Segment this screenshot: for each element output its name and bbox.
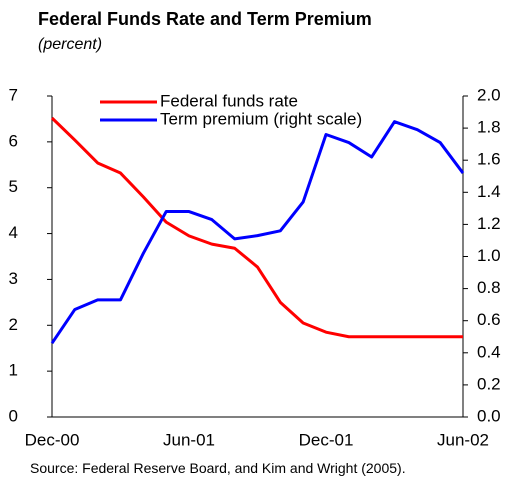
y-tick-label: 1 [9,361,18,380]
x-tick-label: Jun-02 [437,430,489,449]
legend-label: Federal funds rate [160,91,298,110]
series-line [50,120,465,345]
y-tick-label: 4 [9,223,18,242]
y2-tick-label: 1.0 [477,246,501,265]
y-tick-label: 0 [9,406,18,425]
y2-tick-label: 1.2 [477,214,501,233]
y2-tick-label: 2.0 [477,85,501,104]
source-box: Source: Federal Reserve Board, and Kim a… [30,460,406,476]
chart-subtitle: (percent) [38,36,102,53]
x-tick-label: Dec-00 [25,430,80,449]
y2-tick-label: 0.6 [477,310,501,329]
x-tick-label: Jun-01 [163,430,215,449]
source-note: Source: Federal Reserve Board, and Kim a… [30,460,406,476]
y-tick-label: 3 [9,269,18,288]
y-tick-label: 5 [9,177,18,196]
y-tick-label: 7 [9,85,18,104]
y2-tick-label: 1.4 [477,182,501,201]
y-tick-label: 6 [9,131,18,150]
y-tick-label: 2 [9,315,18,334]
legend-label: Term premium (right scale) [160,109,362,128]
x-tick-label: Dec-01 [299,430,354,449]
y2-tick-label: 0.0 [477,406,501,425]
y2-tick-label: 0.4 [477,342,501,361]
y2-tick-label: 0.8 [477,278,501,297]
y2-tick-label: 1.6 [477,150,501,169]
series-line [50,116,463,339]
y2-tick-label: 0.2 [477,374,501,393]
chart-title: Federal Funds Rate and Term Premium [38,9,372,29]
y2-tick-label: 1.8 [477,118,501,137]
